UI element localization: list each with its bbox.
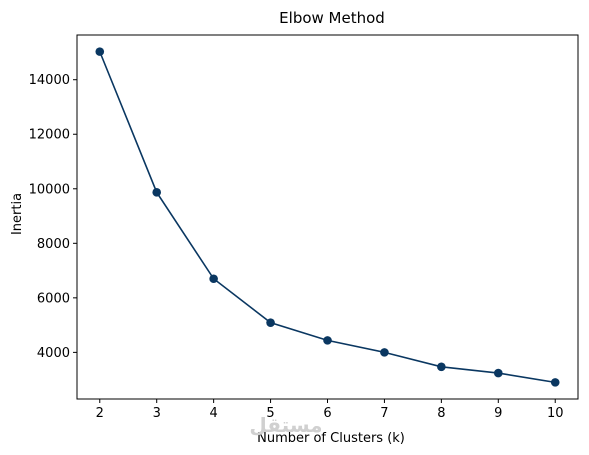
x-tick-label: 3 xyxy=(153,406,161,421)
x-tick-label: 6 xyxy=(323,406,331,421)
x-tick-label: 2 xyxy=(96,406,104,421)
data-point xyxy=(209,274,218,284)
x-tick-label: 10 xyxy=(547,406,564,421)
y-tick-label: 10000 xyxy=(29,182,70,197)
x-tick-label: 5 xyxy=(266,406,274,421)
x-tick-label: 4 xyxy=(209,406,217,421)
data-point xyxy=(266,318,275,327)
x-tick-label: 9 xyxy=(494,406,502,421)
data-point xyxy=(323,336,332,345)
x-tick-label: 7 xyxy=(380,406,388,421)
y-tick-label: 8000 xyxy=(37,237,70,252)
x-tick-label: 8 xyxy=(437,406,445,421)
data-point xyxy=(95,47,105,56)
data-point xyxy=(380,348,389,357)
data-point xyxy=(152,188,162,197)
series-line xyxy=(99,51,556,384)
watermark: مستقل xyxy=(249,413,322,437)
data-point xyxy=(493,368,503,378)
chart-title: Elbow Method xyxy=(279,9,385,27)
y-tick-label: 12000 xyxy=(29,128,70,143)
x-axis-label: Number of Clusters (k) xyxy=(257,431,405,446)
plot-area: 2 3 4 5 6 7 8 9 10 4000 6000 8000 10000 12000 14000 xyxy=(29,34,579,421)
y-tick-label: 6000 xyxy=(37,291,70,306)
y-tick-label: 14000 xyxy=(29,73,70,88)
y-axis-label: Inertia xyxy=(10,193,25,235)
y-tick-label: 4000 xyxy=(37,346,70,361)
data-point xyxy=(437,362,446,372)
data-point xyxy=(550,378,560,387)
